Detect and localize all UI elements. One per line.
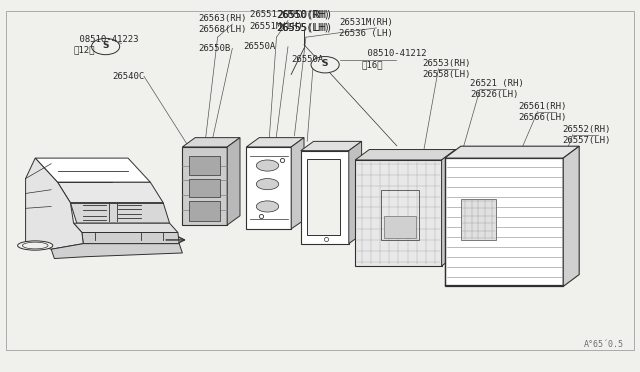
Text: 26563(RH)
26568(LH): 26563(RH) 26568(LH) xyxy=(198,14,247,34)
Polygon shape xyxy=(246,147,291,229)
Bar xyxy=(461,199,496,240)
Text: 26550B: 26550B xyxy=(198,44,230,53)
Polygon shape xyxy=(301,151,349,244)
Polygon shape xyxy=(26,158,83,249)
Text: 26555(LH): 26555(LH) xyxy=(278,23,330,33)
Text: 26540C: 26540C xyxy=(112,72,144,81)
Polygon shape xyxy=(349,141,362,244)
Polygon shape xyxy=(35,158,150,182)
Text: 26555(LH): 26555(LH) xyxy=(276,23,332,33)
Ellipse shape xyxy=(18,241,53,250)
Text: S: S xyxy=(102,41,109,50)
Polygon shape xyxy=(58,182,163,203)
Bar xyxy=(189,179,220,197)
Polygon shape xyxy=(445,146,579,158)
Polygon shape xyxy=(355,160,442,266)
Polygon shape xyxy=(51,244,182,259)
Polygon shape xyxy=(355,150,456,160)
Text: 08510-41223
。12〃: 08510-41223 。12〃 xyxy=(74,35,138,55)
Text: 26550A: 26550A xyxy=(243,42,275,51)
Polygon shape xyxy=(70,203,170,223)
Text: 26551 (RH)
26551M(LH): 26551 (RH) 26551M(LH) xyxy=(250,10,303,31)
Bar xyxy=(381,190,419,240)
Text: 26531M(RH)
26536 (LH): 26531M(RH) 26536 (LH) xyxy=(339,18,393,38)
Text: 26521 (RH)
26526(LH): 26521 (RH) 26526(LH) xyxy=(470,79,524,99)
Ellipse shape xyxy=(256,160,279,171)
Ellipse shape xyxy=(256,179,279,190)
Text: 26561(RH)
26566(LH): 26561(RH) 26566(LH) xyxy=(518,102,567,122)
Ellipse shape xyxy=(256,201,279,212)
Circle shape xyxy=(92,38,120,55)
Bar xyxy=(307,159,340,235)
Text: 26553(RH)
26558(LH): 26553(RH) 26558(LH) xyxy=(422,59,471,79)
Text: S: S xyxy=(322,60,328,68)
Ellipse shape xyxy=(22,242,48,249)
Bar xyxy=(189,156,220,175)
Polygon shape xyxy=(442,150,456,266)
Circle shape xyxy=(311,57,339,73)
Polygon shape xyxy=(246,138,304,147)
Polygon shape xyxy=(445,158,563,286)
Bar xyxy=(189,201,220,221)
Polygon shape xyxy=(74,223,178,232)
Polygon shape xyxy=(563,146,579,286)
Polygon shape xyxy=(182,147,227,225)
Polygon shape xyxy=(182,138,240,147)
Text: 08510-41212
。16〃: 08510-41212 。16〃 xyxy=(362,49,426,70)
Polygon shape xyxy=(82,232,179,244)
Polygon shape xyxy=(291,138,304,229)
Text: 26550A: 26550A xyxy=(291,55,323,64)
Polygon shape xyxy=(227,138,240,225)
Text: 26550(RH): 26550(RH) xyxy=(276,10,332,20)
Bar xyxy=(384,216,416,238)
Text: 26552(RH)
26557(LH): 26552(RH) 26557(LH) xyxy=(562,125,611,145)
Text: 26550(RH): 26550(RH) xyxy=(278,10,330,20)
Text: A°65´0.5: A°65´0.5 xyxy=(584,340,624,349)
Polygon shape xyxy=(301,141,362,151)
